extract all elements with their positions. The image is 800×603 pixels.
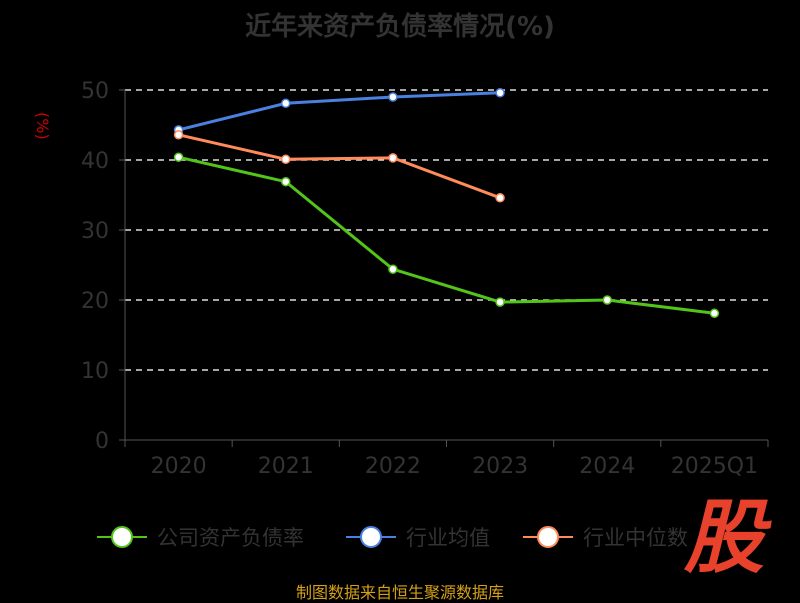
data-point bbox=[495, 193, 505, 203]
data-point bbox=[173, 152, 184, 162]
legend-marker-icon bbox=[523, 525, 573, 549]
series-line bbox=[178, 133, 501, 200]
y-tick-label: 0 bbox=[95, 429, 109, 454]
x-tick-label: 2024 bbox=[579, 454, 635, 479]
data-point bbox=[281, 154, 291, 165]
x-tick-label: 2023 bbox=[472, 454, 528, 479]
data-point bbox=[495, 88, 505, 98]
source-note: 制图数据来自恒生聚源数据库 bbox=[295, 583, 504, 602]
x-tick-label: 2025Q1 bbox=[671, 454, 758, 479]
y-tick-label: 40 bbox=[81, 149, 109, 174]
series-line bbox=[178, 155, 715, 315]
legend-label: 公司资产负债率 bbox=[157, 526, 304, 550]
chart-title: 近年来资产负债率情况(%) bbox=[245, 12, 555, 42]
x-tick-label: 2020 bbox=[151, 454, 207, 479]
data-point bbox=[388, 264, 398, 274]
x-tick-label: 2021 bbox=[258, 454, 314, 479]
data-point bbox=[709, 308, 720, 319]
legend-item[interactable]: 公司资产负债率 bbox=[97, 522, 304, 552]
legend-label: 行业均值 bbox=[406, 526, 490, 550]
logo: 股 bbox=[684, 491, 764, 584]
legend-label: 行业中位数 bbox=[583, 526, 688, 550]
data-point bbox=[388, 153, 398, 163]
legend-item[interactable]: 行业中位数 bbox=[523, 522, 688, 552]
data-point bbox=[388, 92, 398, 102]
series-line bbox=[178, 91, 501, 132]
x-tick-label: 2022 bbox=[365, 454, 421, 479]
data-point bbox=[602, 295, 612, 305]
data-point bbox=[173, 130, 184, 140]
data-point bbox=[495, 297, 505, 307]
legend-item[interactable]: 行业均值 bbox=[346, 522, 490, 552]
legend-marker-icon bbox=[97, 525, 147, 549]
data-point bbox=[281, 98, 291, 109]
y-tick-label: 30 bbox=[81, 219, 109, 244]
y-tick-label: 50 bbox=[81, 79, 109, 104]
data-point bbox=[281, 176, 291, 187]
legend-marker-icon bbox=[346, 525, 396, 549]
y-tick-label: 20 bbox=[81, 289, 109, 314]
y-tick-label: 10 bbox=[81, 359, 109, 384]
